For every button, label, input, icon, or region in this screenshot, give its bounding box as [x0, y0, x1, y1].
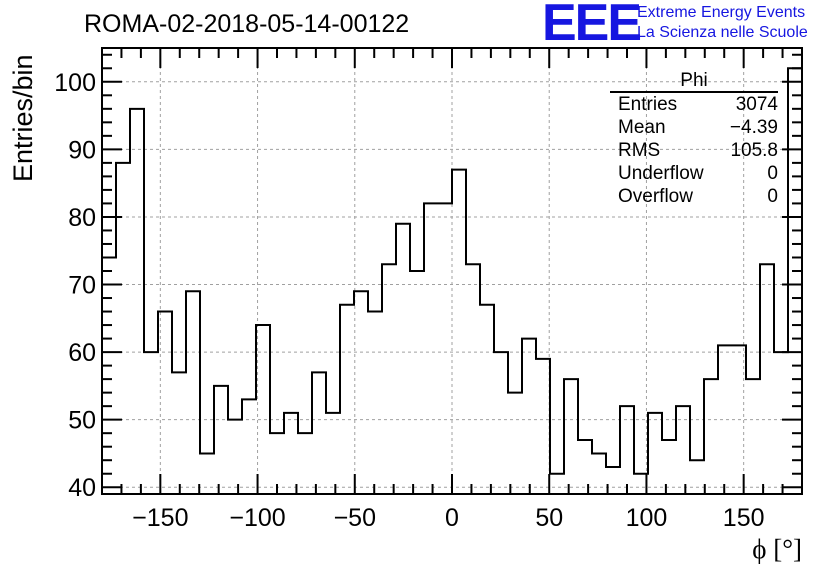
x-tick-label: 150: [723, 504, 765, 532]
chart-title: ROMA-02-2018-05-14-00122: [84, 10, 410, 38]
stats-label: Entries: [618, 94, 678, 115]
stats-label: RMS: [618, 140, 661, 161]
plot-frame: [101, 47, 803, 495]
y-axis-label: Entries/bin: [8, 54, 38, 182]
stats-value: 0: [767, 186, 778, 207]
logo-caption: Extreme Energy Events La Scienza nelle S…: [637, 3, 808, 43]
x-tick-label: −50: [334, 504, 376, 532]
stats-box: Phi Entries 3074 Mean −4.39 RMS 105.8 Un…: [610, 70, 778, 208]
x-tick-label: −100: [229, 504, 285, 532]
stats-row-mean: Mean −4.39: [610, 116, 778, 139]
stats-row-rms: RMS 105.8: [610, 139, 778, 162]
axis-ticks: [102, 48, 802, 494]
y-tick-label: 80: [68, 204, 96, 232]
x-tick-label: 100: [626, 504, 668, 532]
stats-label: Overflow: [618, 186, 693, 207]
y-tick-label: 50: [68, 407, 96, 435]
x-tick-label: 50: [535, 504, 563, 532]
tick-labels: 40 50 60 70 80 90 100 −150 −100 −50 0 50 100 150: [54, 69, 764, 532]
x-axis-label: ϕ [°]: [752, 534, 802, 564]
y-tick-label: 90: [68, 136, 96, 164]
x-tick-label: −150: [132, 504, 188, 532]
stats-row-overflow: Overflow 0: [610, 185, 778, 208]
y-tick-label: 40: [68, 474, 96, 502]
stats-row-underflow: Underflow 0: [610, 162, 778, 185]
histogram-line: [102, 67, 802, 475]
stats-title: Phi: [610, 70, 778, 93]
y-tick-label: 100: [54, 69, 96, 97]
stats-row-entries: Entries 3074: [610, 93, 778, 116]
eee-logo: EEE: [542, 0, 642, 52]
stats-label: Mean: [618, 117, 666, 138]
y-tick-label: 70: [68, 272, 96, 300]
y-tick-label: 60: [68, 339, 96, 367]
logo-line-2: La Scienza nelle Scuole: [637, 24, 808, 41]
stats-value: 0: [767, 163, 778, 184]
logo-line-1: Extreme Energy Events: [637, 4, 806, 21]
x-tick-label: 0: [445, 504, 459, 532]
stats-value: 3074: [735, 94, 778, 115]
stats-value: 105.8: [730, 140, 778, 161]
stats-label: Underflow: [618, 163, 704, 184]
stats-value: −4.39: [729, 117, 778, 138]
